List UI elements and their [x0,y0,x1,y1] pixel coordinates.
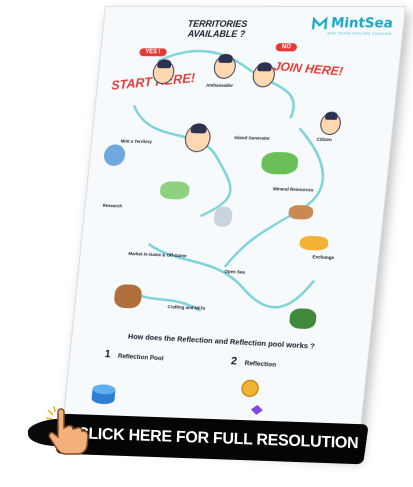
mineral-illustration [287,204,314,220]
section-research: Research [102,202,123,209]
pointing-hand-icon [45,406,89,455]
section-ambassador: Ambassador [205,82,234,88]
island-illustration [260,151,300,175]
mintsea-logo-icon [311,15,329,31]
gold-illustration [298,235,329,251]
part2-number: 2 [230,355,238,368]
section-citizen: Citizen [316,136,332,143]
part1-number: 1 [104,348,112,361]
yes-badge: YES ! [139,48,167,57]
no-badge: NO [275,43,298,52]
island-illustration [159,181,191,200]
ship-illustration [113,283,143,309]
brand-name: MintSea [330,15,394,32]
coin-stack-icon [91,383,116,405]
section-open-sea: Open Sea [224,268,246,275]
section-mint-territory: Mint a Territory [120,138,153,145]
turtle-illustration [288,307,318,330]
brand-tagline: MINT TRADE EXPLORE CONQUER [327,31,392,36]
headline: TERRITORIES AVAILABLE ? [187,18,248,39]
full-resolution-link[interactable]: CLICK HERE FOR FULL RESOLUTION [76,425,359,453]
gold-coin-icon [239,378,261,399]
section-island-generator: Island Generator [234,135,271,141]
polygon-icon [250,404,264,416]
infographic-poster[interactable]: MintSea MINT TRADE EXPLORE CONQUER TERRI… [61,5,407,458]
section-exchange: Exchange [312,254,335,261]
brand-logo: MintSea [311,15,394,32]
